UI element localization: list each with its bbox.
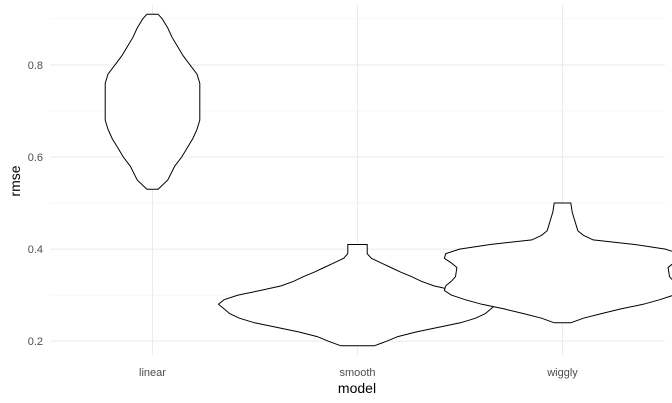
violins [104, 13, 672, 347]
violin-linear [104, 13, 201, 190]
x-axis-title: model [338, 380, 376, 396]
violin-smooth [217, 244, 498, 347]
x-tick-label: linear [139, 367, 166, 379]
x-tick-label: wiggly [546, 367, 578, 379]
y-tick-label: 0.4 [28, 244, 43, 256]
violin-wiggly [443, 202, 672, 324]
x-tick-label: smooth [339, 367, 375, 379]
y-tick-label: 0.6 [28, 152, 43, 164]
y-tick-labels: 0.2 0.4 0.6 0.8 [28, 60, 43, 348]
y-axis-title: rmse [7, 165, 23, 196]
y-tick-label: 0.8 [28, 60, 43, 72]
x-tick-labels: linear smooth wiggly [139, 367, 578, 379]
y-tick-label: 0.2 [28, 336, 43, 348]
